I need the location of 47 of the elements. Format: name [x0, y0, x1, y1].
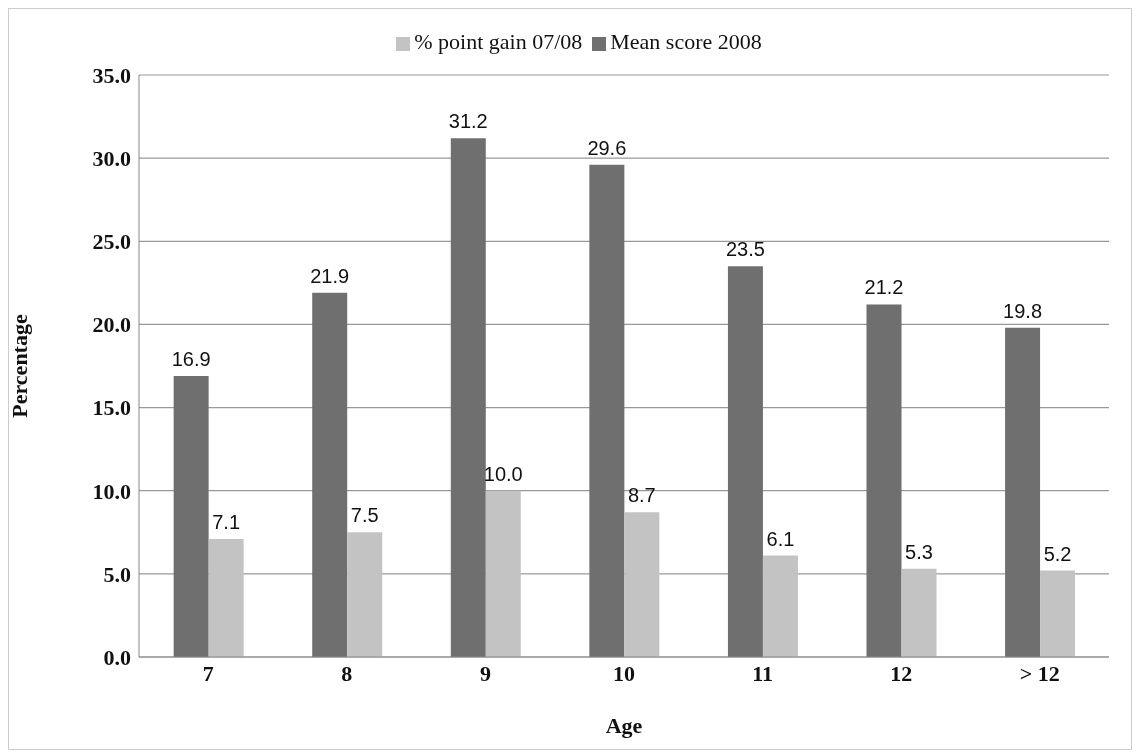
x-tick-label: 8	[341, 660, 353, 686]
data-label: 29.6	[587, 136, 627, 159]
y-tick-label: 15.0	[92, 395, 131, 421]
data-label: 6.1	[766, 527, 795, 550]
bar	[208, 538, 244, 657]
x-tick-label: 12	[890, 660, 913, 686]
data-label: 7.5	[350, 504, 379, 527]
x-tick-label: 7	[202, 660, 214, 686]
y-tick-label: 25.0	[92, 229, 131, 255]
data-label: 5.3	[905, 540, 933, 563]
y-tick-label: 35.0	[92, 62, 131, 88]
bar	[727, 266, 763, 657]
x-tick-label: > 12	[1019, 660, 1060, 686]
data-label: 23.5	[725, 238, 765, 261]
data-label: 8.7	[627, 484, 656, 507]
bar	[312, 292, 348, 657]
data-label: 19.8	[1003, 299, 1043, 322]
y-axis-title: Percentage	[6, 314, 32, 418]
bar	[1005, 327, 1041, 657]
x-tick-label: 11	[752, 660, 773, 686]
y-tick-label: 20.0	[92, 312, 131, 338]
bar	[589, 164, 625, 657]
x-axis-title: Age	[605, 712, 643, 738]
data-label: 16.9	[171, 347, 211, 370]
data-label: 21.2	[864, 276, 904, 299]
data-label: 31.2	[448, 110, 488, 133]
data-label: 7.1	[212, 510, 241, 533]
x-tick-label: 10	[613, 660, 635, 686]
bar	[762, 555, 798, 657]
bar	[450, 138, 486, 657]
data-label: 21.9	[310, 264, 350, 287]
y-tick-label: 30.0	[92, 145, 131, 171]
legend-label: Mean score 2008	[610, 29, 762, 54]
bar	[347, 532, 383, 657]
bar	[624, 512, 660, 657]
x-tick-label: 9	[479, 660, 491, 686]
bar	[173, 375, 209, 657]
y-tick-label: 0.0	[103, 644, 131, 670]
y-tick-label: 10.0	[92, 478, 131, 504]
legend-label: % point gain 07/08	[414, 29, 583, 54]
bar	[485, 490, 521, 657]
y-tick-label: 5.0	[103, 561, 131, 587]
data-label: 5.2	[1043, 542, 1072, 565]
bar	[901, 568, 937, 657]
bar	[1040, 570, 1076, 657]
data-label: 10.0	[483, 462, 523, 485]
bar	[866, 304, 902, 657]
